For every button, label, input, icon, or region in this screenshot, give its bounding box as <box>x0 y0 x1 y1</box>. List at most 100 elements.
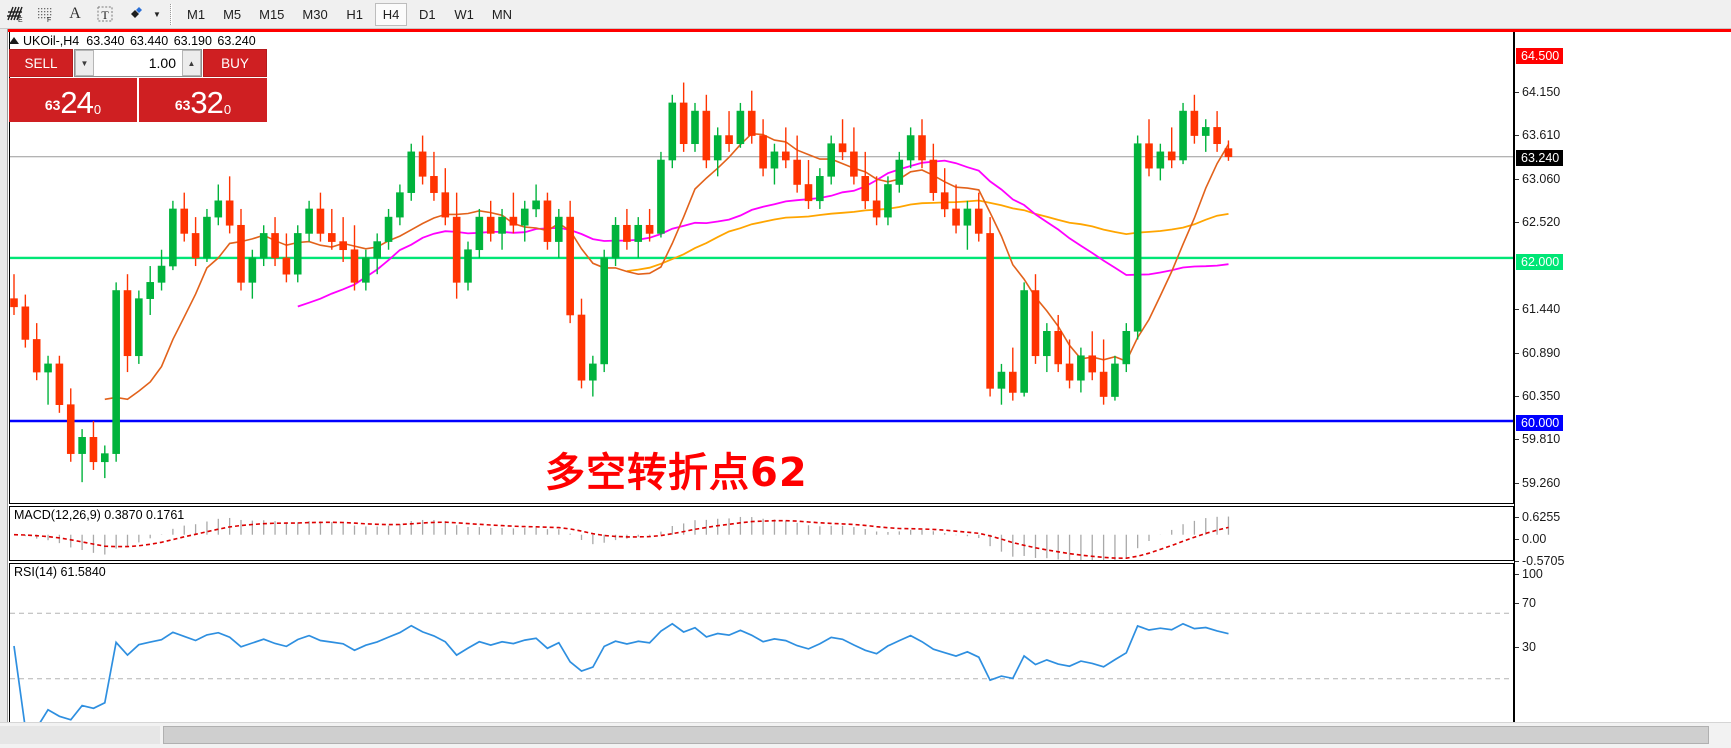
lot-decrease-button[interactable]: ▼ <box>75 50 94 76</box>
timeframe-m1[interactable]: M1 <box>187 6 206 22</box>
buy-button[interactable]: BUY <box>203 49 267 77</box>
lot-size-field[interactable]: ▼ 1.00 ▲ <box>74 49 202 77</box>
candle-body <box>509 216 518 226</box>
collapse-triangle-icon[interactable] <box>9 37 19 44</box>
candlestick <box>373 233 382 275</box>
price-axis[interactable]: 64.150 63.610 63.060 62.520 61.440 60.890 60.3… <box>1514 32 1731 729</box>
candlestick <box>725 111 733 152</box>
horizontal-scrollbar[interactable] <box>0 722 1731 748</box>
buy-price-main: 32 <box>190 85 223 120</box>
candle-body <box>1122 330 1131 365</box>
axis-tick-label: 70 <box>1522 596 1536 610</box>
candle-body <box>396 192 404 218</box>
candlestick <box>543 192 552 250</box>
chart-annotation-text[interactable]: 多空转折点62 <box>545 450 808 496</box>
candlestick <box>486 200 495 242</box>
lot-increase-button[interactable]: ▲ <box>182 50 201 76</box>
candle-body <box>339 241 347 251</box>
candle-body <box>373 241 382 259</box>
timeframe-h1[interactable]: H1 <box>346 6 364 22</box>
candlestick <box>362 249 370 291</box>
candle-body <box>645 224 654 234</box>
candlestick <box>781 127 790 169</box>
text-font-icon[interactable]: A <box>69 5 81 22</box>
candle-body <box>691 110 699 145</box>
candlestick <box>191 217 200 267</box>
candle-body <box>55 363 64 405</box>
candlestick <box>169 200 177 271</box>
candle-body <box>1020 290 1028 393</box>
candlestick <box>702 94 711 169</box>
axis-tick-mark <box>1515 135 1519 136</box>
candlestick <box>974 192 983 242</box>
buy-price-display[interactable]: 63 32 0 <box>139 78 267 122</box>
candlestick <box>10 274 18 315</box>
candle-body <box>486 216 495 234</box>
candlestick <box>1167 127 1176 169</box>
candlestick <box>350 225 359 291</box>
candlestick <box>407 143 416 201</box>
candlestick <box>940 168 949 218</box>
axis-tick-mark <box>1515 517 1519 518</box>
candle-body <box>112 290 120 454</box>
candlestick <box>44 355 52 405</box>
scrollbar-thumb[interactable] <box>163 726 1709 744</box>
timeframe-m5[interactable]: M5 <box>223 6 242 22</box>
candlestick <box>203 208 211 262</box>
timeframe-w1[interactable]: W1 <box>454 6 474 22</box>
indicators-icon[interactable]: E <box>0 1 30 28</box>
sell-price-display[interactable]: 63 24 0 <box>9 78 137 122</box>
axis-tick-mark <box>1515 561 1519 562</box>
axis-tick-mark <box>1515 179 1519 180</box>
price-axis-tick: 59.810 <box>1515 432 1560 446</box>
grid-dots-icon[interactable]: F <box>30 1 60 28</box>
macd-axis-tick: 0.6255 <box>1515 510 1560 524</box>
timeframe-h4[interactable]: H4 <box>374 2 408 26</box>
candle-body <box>532 200 540 210</box>
scrollbar-track[interactable] <box>0 726 160 744</box>
text-label-icon[interactable]: T <box>90 1 120 28</box>
timeframe-m30[interactable]: M30 <box>302 6 328 22</box>
lot-size-value[interactable]: 1.00 <box>148 55 176 71</box>
timeframe-d1[interactable]: D1 <box>419 6 436 22</box>
candlestick <box>282 233 291 283</box>
candlestick <box>135 290 143 364</box>
candlestick <box>1111 355 1119 401</box>
timeframe-mn[interactable]: MN <box>491 6 513 22</box>
sell-button[interactable]: SELL <box>9 49 73 77</box>
candlestick <box>1224 140 1233 161</box>
macd-pane[interactable]: MACD(12,26,9) 0.3870 0.1761 <box>9 506 1514 561</box>
candlestick <box>498 208 506 250</box>
candle-body <box>305 208 313 234</box>
axis-tick-label: 64.150 <box>1522 85 1561 99</box>
candle-body <box>384 216 393 242</box>
candlestick <box>66 388 75 462</box>
candlestick <box>509 192 518 234</box>
candle-body <box>362 257 370 283</box>
candlestick <box>1031 274 1040 364</box>
candlestick <box>1156 143 1165 181</box>
ohlc-low: 63.190 <box>173 33 212 48</box>
candle-body <box>430 176 438 193</box>
objects-diamond-icon[interactable] <box>120 1 150 28</box>
candlestick <box>1088 331 1097 381</box>
candlestick <box>225 176 234 234</box>
rsi-axis-tick: 70 <box>1515 596 1536 610</box>
axis-tick-label: 60.350 <box>1522 389 1561 403</box>
sell-price-prefix: 63 <box>44 97 61 113</box>
price-axis-tick: 63.610 <box>1515 128 1560 142</box>
candle-body <box>191 233 200 259</box>
axis-tick-mark <box>1515 603 1519 604</box>
axis-tick-mark <box>1515 483 1519 484</box>
left-rail <box>0 29 8 729</box>
rsi-pane[interactable]: RSI(14) 61.5840 <box>9 563 1514 729</box>
macd-axis-tick: 0.00 <box>1515 532 1546 546</box>
objects-dropdown-caret-icon[interactable]: ▼ <box>153 9 161 19</box>
top-red-level-line <box>8 29 1731 32</box>
candle-body <box>668 102 677 161</box>
candlestick <box>679 82 688 152</box>
candle-body <box>146 282 154 299</box>
candle-body <box>350 249 359 283</box>
timeframe-m15[interactable]: M15 <box>259 6 285 22</box>
